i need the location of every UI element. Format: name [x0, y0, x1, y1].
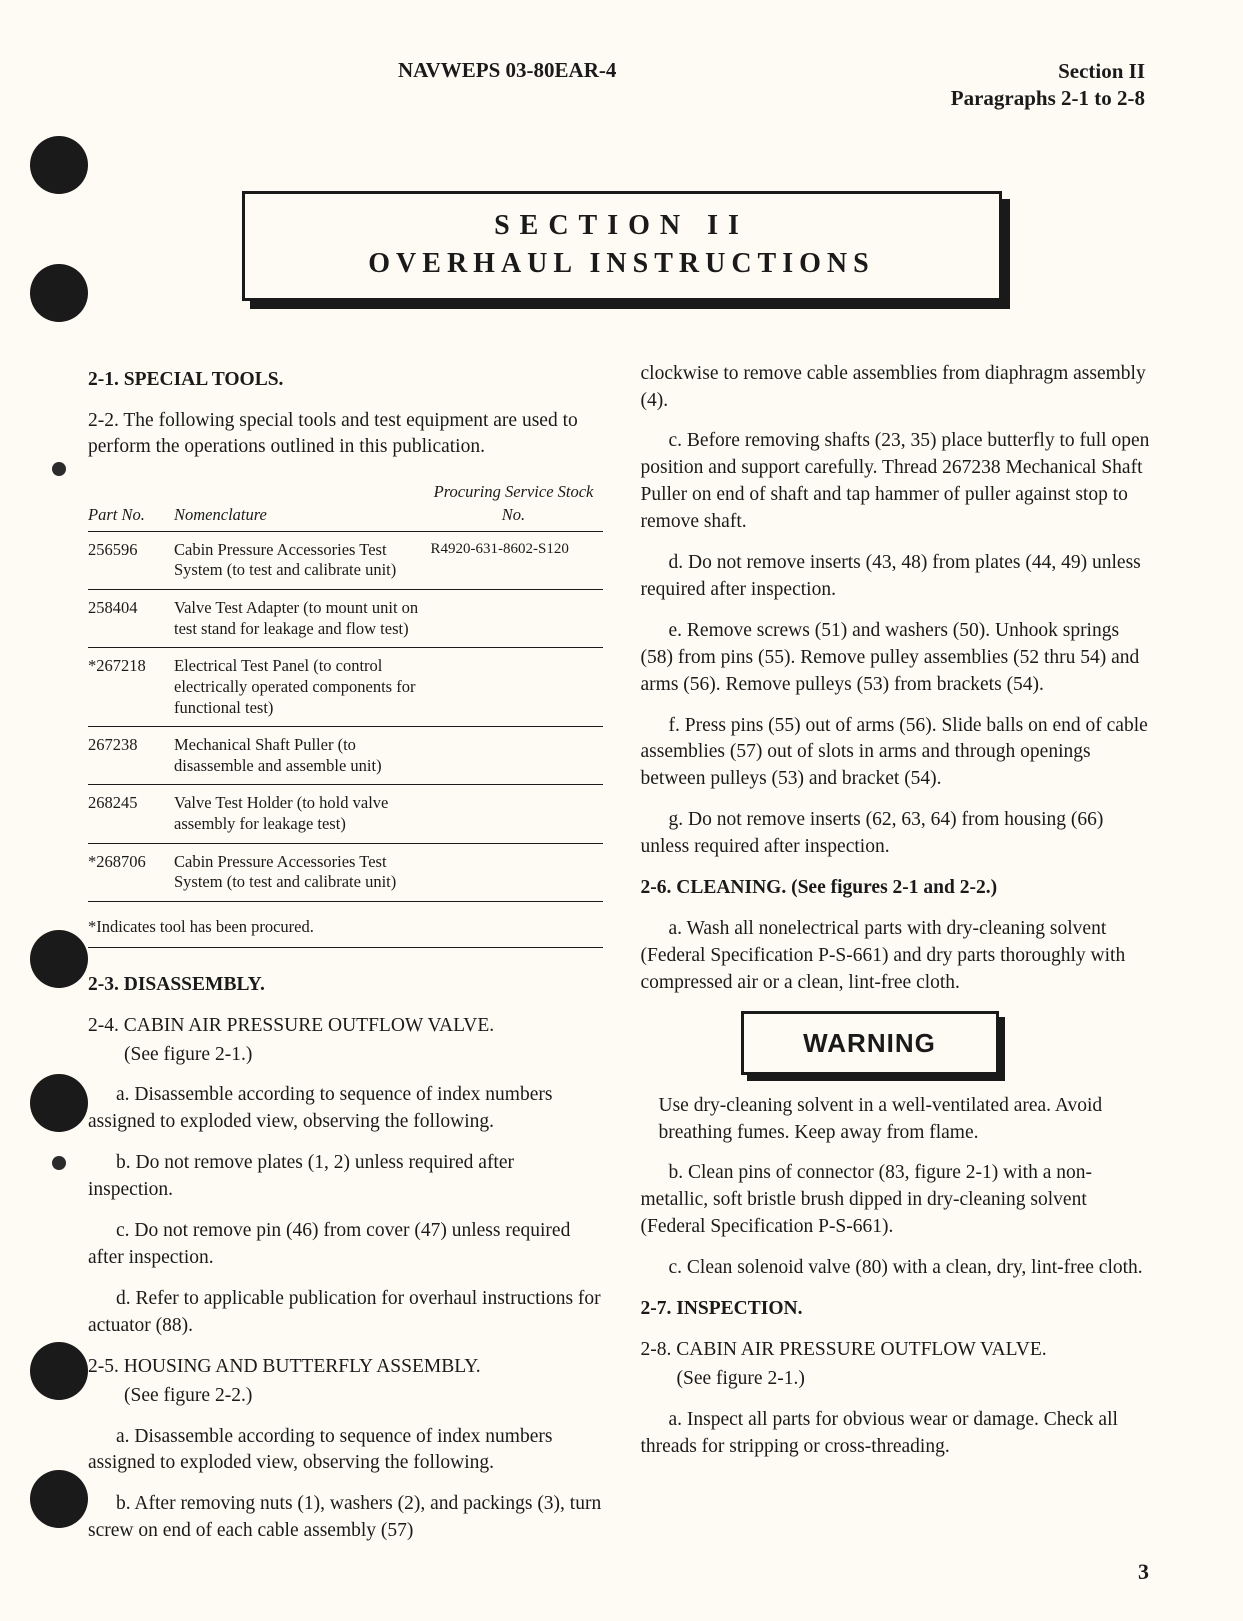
- tools-table: Part No. Nomenclature Procuring Service …: [88, 475, 603, 902]
- document-page: NAVWEPS 03-80EAR-4 Section II Paragraphs…: [0, 0, 1243, 1621]
- sec-2-5-a: a. Disassemble according to sequence of …: [88, 1424, 603, 1478]
- cell-part: 258404: [88, 590, 174, 648]
- two-column-body: 2-1. SPECIAL TOOLS. 2-2. The following s…: [88, 361, 1155, 1546]
- cleaning-b: b. Clean pins of connector (83, figure 2…: [641, 1160, 1156, 1241]
- cell-stock: [431, 590, 603, 648]
- table-row: 267238 Mechanical Shaft Puller (to disas…: [88, 727, 603, 785]
- sec-2-5-f: f. Press pins (55) out of arms (56). Sli…: [641, 713, 1156, 794]
- section-label: Section II: [951, 58, 1145, 85]
- sec-2-4-ref: (See figure 2-1.): [88, 1042, 603, 1069]
- col-part: Part No.: [88, 475, 174, 531]
- sec-2-8-ref: (See figure 2-1.): [641, 1366, 1156, 1393]
- sec-2-4-title: 2-4. CABIN AIR PRESSURE OUTFLOW VALVE.: [88, 1013, 603, 1040]
- table-row: 268245 Valve Test Holder (to hold valve …: [88, 785, 603, 843]
- left-column: 2-1. SPECIAL TOOLS. 2-2. The following s…: [88, 361, 603, 1546]
- cell-stock: [431, 648, 603, 727]
- cleaning-a: a. Wash all nonelectrical parts with dry…: [641, 916, 1156, 997]
- disassembly-heading: 2-3. DISASSEMBLY.: [88, 972, 603, 999]
- cell-nom: Valve Test Adapter (to mount unit on tes…: [174, 590, 431, 648]
- punch-hole: [30, 136, 88, 194]
- warning-text: Use dry-cleaning solvent in a well-venti…: [641, 1093, 1156, 1147]
- cell-stock: R4920-631-8602-S120: [431, 531, 603, 589]
- sec-2-5-b-end: clockwise to remove cable assemblies fro…: [641, 361, 1156, 415]
- punch-mark: [52, 462, 66, 476]
- table-row: 256596 Cabin Pressure Accessories Test S…: [88, 531, 603, 589]
- warning-block: WARNING: [741, 1011, 999, 1075]
- sec-2-4-d: d. Refer to applicable publication for o…: [88, 1286, 603, 1340]
- sec-2-8-title: 2-8. CABIN AIR PRESSURE OUTFLOW VALVE.: [641, 1337, 1156, 1364]
- doc-number: NAVWEPS 03-80EAR-4: [398, 58, 616, 113]
- sec-2-5-ref: (See figure 2-2.): [88, 1383, 603, 1410]
- sec-2-4-b: b. Do not remove plates (1, 2) unless re…: [88, 1150, 603, 1204]
- punch-mark: [52, 1156, 66, 1170]
- inspection-heading: 2-7. INSPECTION.: [641, 1296, 1156, 1323]
- punch-hole: [30, 264, 88, 322]
- special-tools-heading: 2-1. SPECIAL TOOLS.: [88, 367, 603, 394]
- sec-2-4-c: c. Do not remove pin (46) from cover (47…: [88, 1218, 603, 1272]
- sec-2-8-a: a. Inspect all parts for obvious wear or…: [641, 1407, 1156, 1461]
- cleaning-heading: 2-6. CLEANING. (See figures 2-1 and 2-2.…: [641, 875, 1156, 902]
- sec-2-5-c: c. Before removing shafts (23, 35) place…: [641, 428, 1156, 536]
- cell-nom: Electrical Test Panel (to control electr…: [174, 648, 431, 727]
- sec-2-4-a: a. Disassemble according to sequence of …: [88, 1082, 603, 1136]
- title-box: SECTION II OVERHAUL INSTRUCTIONS: [242, 191, 1002, 301]
- cell-nom: Valve Test Holder (to hold valve assembl…: [174, 785, 431, 843]
- warning-label: WARNING: [741, 1011, 999, 1075]
- sec-2-5-b-start: b. After removing nuts (1), washers (2),…: [88, 1491, 603, 1545]
- paragraph-range: Paragraphs 2-1 to 2-8: [951, 85, 1145, 112]
- title-line-2: OVERHAUL INSTRUCTIONS: [265, 248, 979, 280]
- sec-2-5-d: d. Do not remove inserts (43, 48) from p…: [641, 550, 1156, 604]
- table-row: *268706 Cabin Pressure Accessories Test …: [88, 843, 603, 901]
- sec-2-5-g: g. Do not remove inserts (62, 63, 64) fr…: [641, 807, 1156, 861]
- cell-stock: [431, 785, 603, 843]
- punch-hole: [30, 1342, 88, 1400]
- right-column: clockwise to remove cable assemblies fro…: [641, 361, 1156, 1546]
- table-row: 258404 Valve Test Adapter (to mount unit…: [88, 590, 603, 648]
- cleaning-c: c. Clean solenoid valve (80) with a clea…: [641, 1255, 1156, 1282]
- cell-nom: Cabin Pressure Accessories Test System (…: [174, 531, 431, 589]
- table-header-row: Part No. Nomenclature Procuring Service …: [88, 475, 603, 531]
- sec-2-5-title: 2-5. HOUSING AND BUTTERFLY ASSEMBLY.: [88, 1354, 603, 1381]
- cell-part: *268706: [88, 843, 174, 901]
- table-row: *267218 Electrical Test Panel (to contro…: [88, 648, 603, 727]
- cell-part: 268245: [88, 785, 174, 843]
- tools-intro: 2-2. The following special tools and tes…: [88, 408, 603, 462]
- cell-part: 256596: [88, 531, 174, 589]
- punch-hole: [30, 1470, 88, 1528]
- page-header: NAVWEPS 03-80EAR-4 Section II Paragraphs…: [88, 58, 1155, 113]
- table-footnote: *Indicates tool has been procured.: [88, 910, 603, 948]
- cell-stock: [431, 727, 603, 785]
- cell-part: *267218: [88, 648, 174, 727]
- cell-stock: [431, 843, 603, 901]
- sec-2-5-e: e. Remove screws (51) and washers (50). …: [641, 618, 1156, 699]
- cell-part: 267238: [88, 727, 174, 785]
- section-title-block: SECTION II OVERHAUL INSTRUCTIONS: [242, 191, 1002, 301]
- cell-nom: Cabin Pressure Accessories Test System (…: [174, 843, 431, 901]
- cell-nom: Mechanical Shaft Puller (to disassemble …: [174, 727, 431, 785]
- punch-hole: [30, 1074, 88, 1132]
- page-number: 3: [1138, 1559, 1149, 1585]
- col-stock: Procuring Service Stock No.: [431, 475, 603, 531]
- punch-hole: [30, 930, 88, 988]
- col-nomenclature: Nomenclature: [174, 475, 431, 531]
- header-right: Section II Paragraphs 2-1 to 2-8: [951, 58, 1145, 113]
- title-line-1: SECTION II: [265, 210, 979, 242]
